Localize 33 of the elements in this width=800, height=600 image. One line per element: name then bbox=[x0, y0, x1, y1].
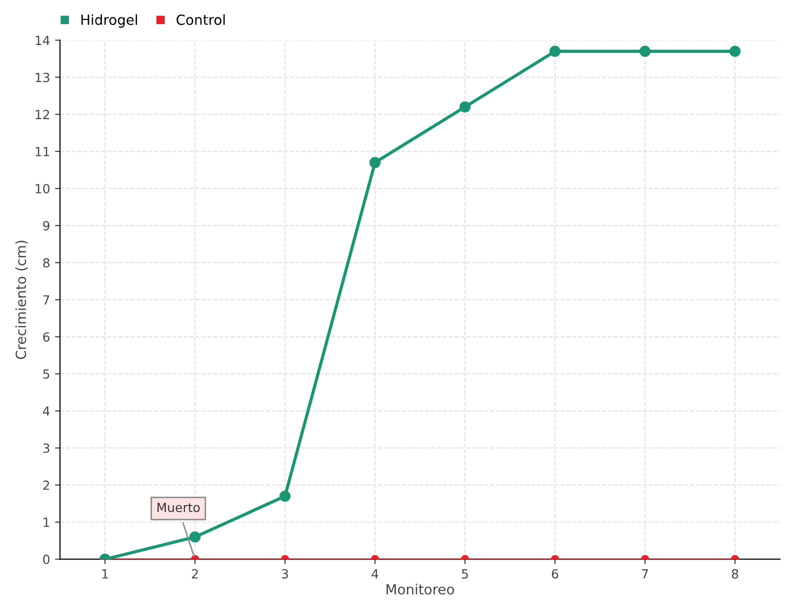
y-axis-title: Crecimiento (cm) bbox=[15, 240, 28, 360]
annotation: Muerto bbox=[158, 502, 200, 512]
point bbox=[369, 156, 381, 168]
y-tick-label: 10 bbox=[36, 184, 50, 194]
y-tick-label: 8 bbox=[43, 258, 50, 268]
point bbox=[459, 101, 471, 112]
y-tick-label: 1 bbox=[44, 518, 50, 527]
y-tick-label: 12 bbox=[36, 110, 50, 120]
x-tick-label: 3 bbox=[282, 569, 288, 579]
y-tick-label: 6 bbox=[43, 332, 50, 342]
point bbox=[639, 46, 651, 57]
y-tick-label: 2 bbox=[43, 480, 50, 490]
y-tick-label: 14 bbox=[36, 36, 50, 45]
x-tick-label: 7 bbox=[642, 569, 648, 578]
y-tick-label: 7 bbox=[43, 295, 50, 304]
y-tick-label: 4 bbox=[42, 406, 50, 416]
x-tick-label: 1 bbox=[102, 569, 108, 578]
point bbox=[549, 46, 561, 57]
legend-label: Control bbox=[176, 14, 225, 26]
x-tick-label: 6 bbox=[552, 569, 558, 579]
y-tick-label: 13 bbox=[36, 72, 50, 82]
y-tick-label: 3 bbox=[43, 443, 50, 453]
x-axis-title: Monitoreo bbox=[386, 584, 454, 595]
x-tick-label: 4 bbox=[372, 569, 378, 578]
legend-label: Hidrogel bbox=[81, 14, 137, 28]
y-tick-label: 9 bbox=[43, 221, 50, 230]
point bbox=[729, 46, 741, 57]
y-tick-label: 11 bbox=[36, 147, 50, 156]
x-tick-label: 2 bbox=[192, 569, 198, 578]
x-tick-label: 8 bbox=[732, 569, 738, 579]
y-tick-label: 5 bbox=[43, 369, 50, 379]
x-tick-label: 5 bbox=[462, 569, 468, 579]
y-tick-label: 0 bbox=[43, 554, 50, 564]
